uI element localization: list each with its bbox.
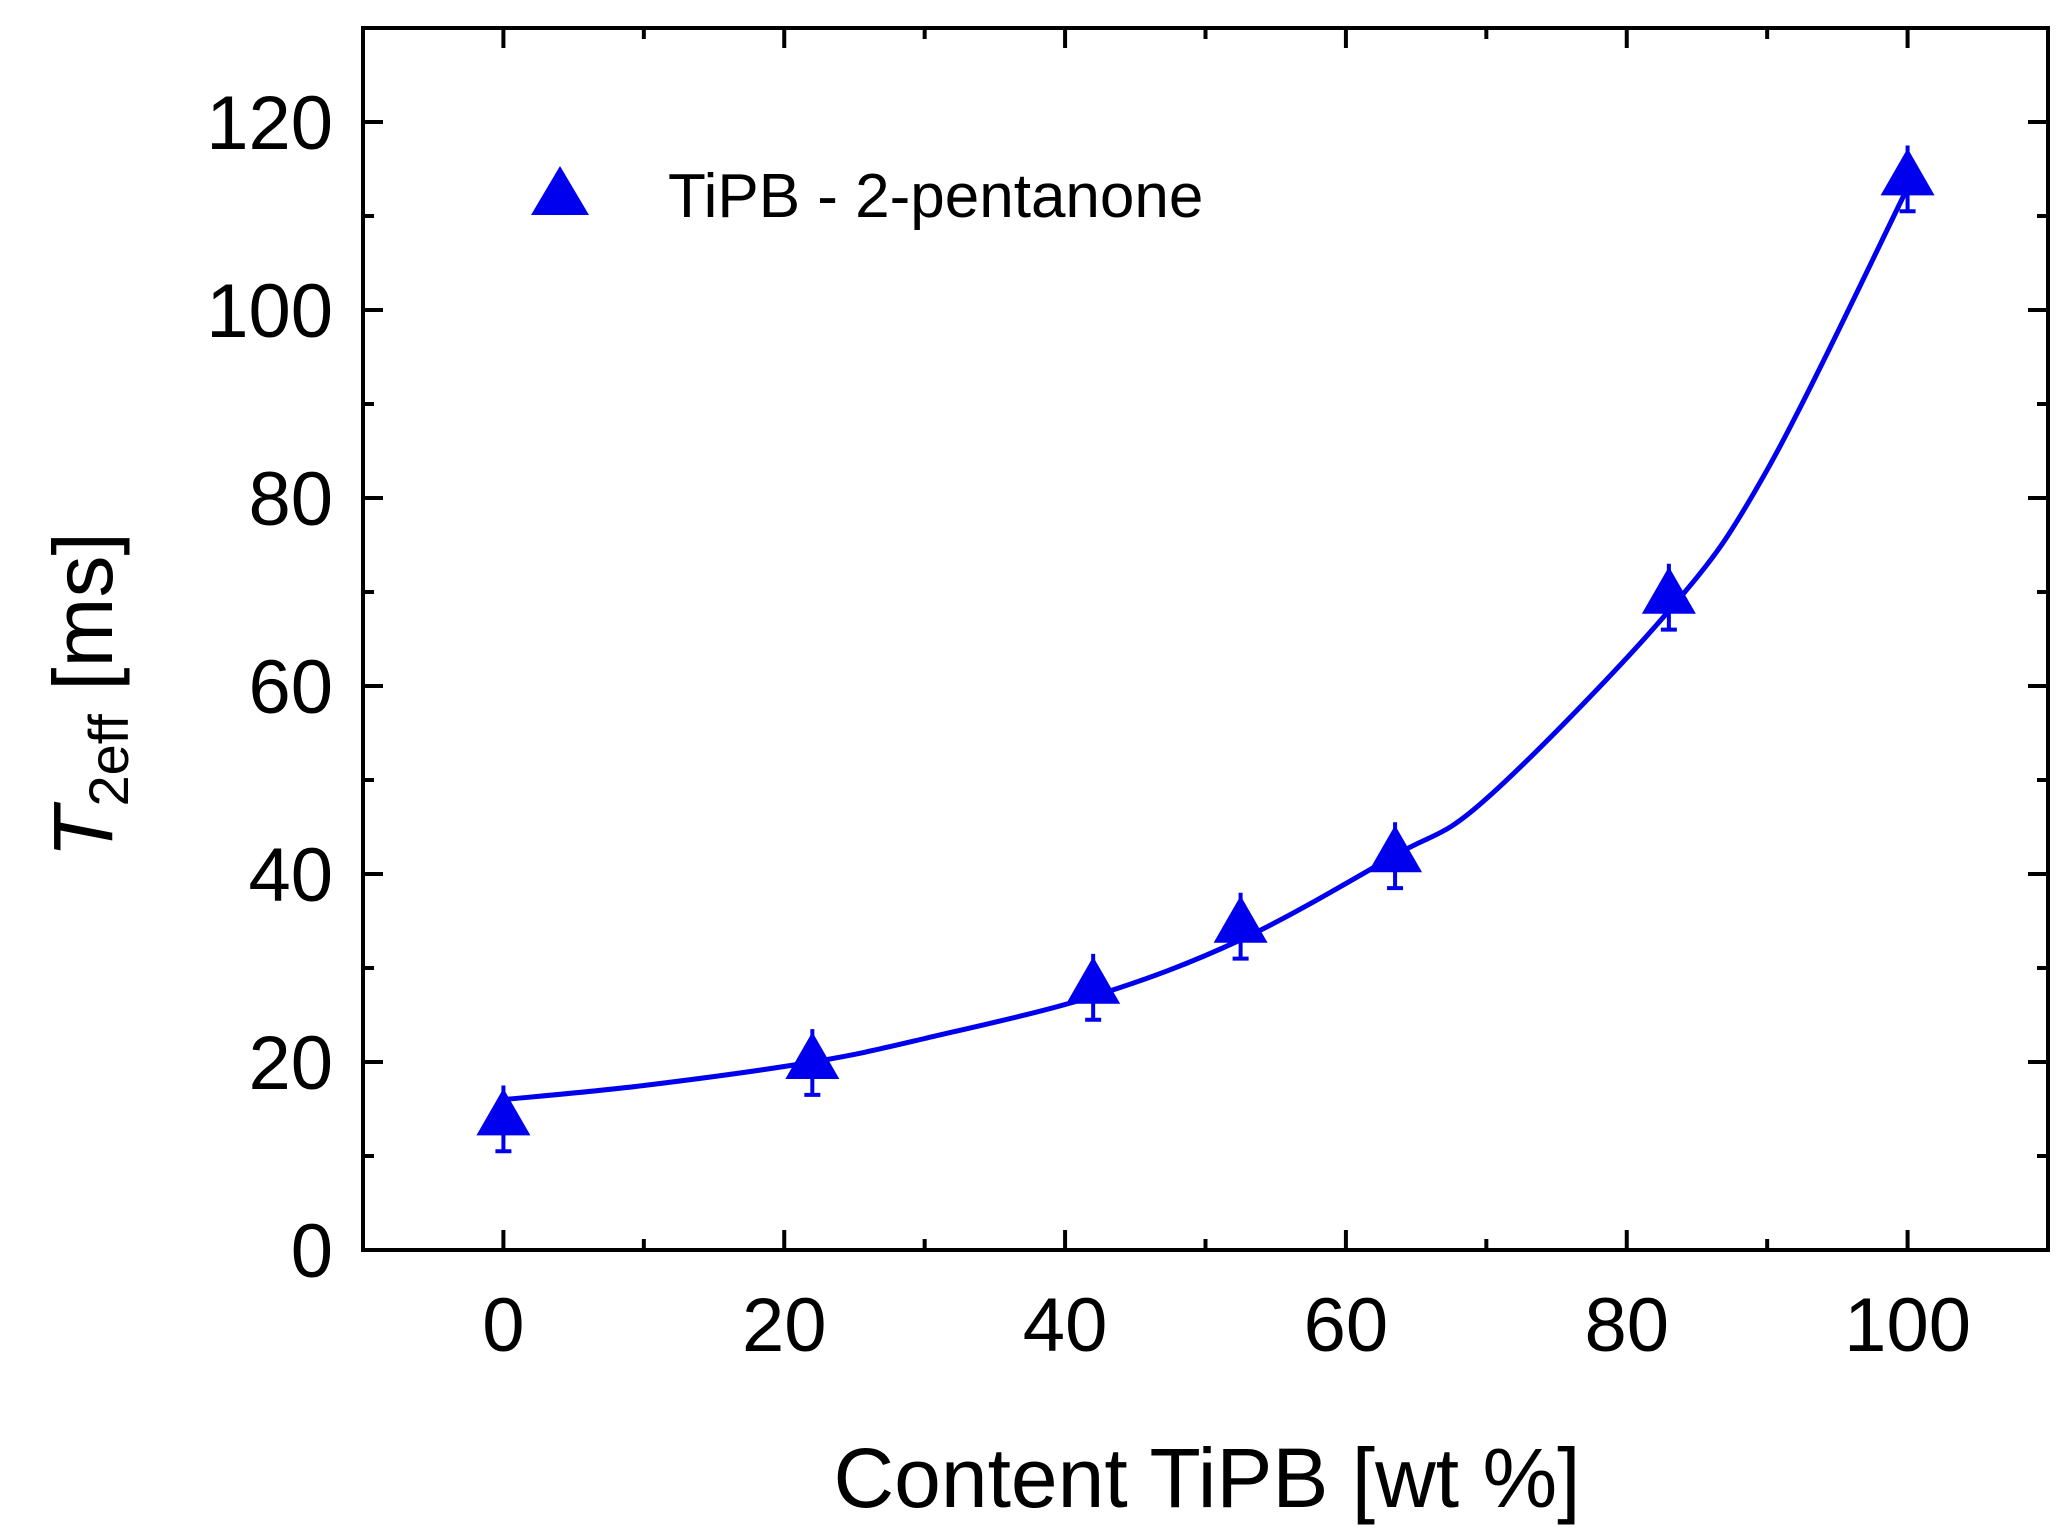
minor-ticks xyxy=(361,26,2050,1250)
y-tick-label: 0 xyxy=(291,1209,333,1294)
legend-label: TiPB - 2-pentanone xyxy=(668,162,1203,231)
legend-marker-triangle xyxy=(531,166,589,215)
y-tick-label: 40 xyxy=(248,833,333,918)
y-axis-title-unit: [ms] xyxy=(36,532,130,714)
data-point-triangle xyxy=(1213,895,1268,943)
fit-curve xyxy=(500,185,1911,1103)
data-point-triangle xyxy=(1066,956,1121,1004)
error-bars xyxy=(495,145,1916,1154)
plot-frame xyxy=(361,26,2050,1252)
data-point-triangle xyxy=(785,1032,840,1079)
x-tick-label: 80 xyxy=(1584,1283,1669,1368)
data-point-triangle xyxy=(1641,566,1696,614)
x-tick-labels: 0 20 40 60 80 100 xyxy=(482,1283,1971,1368)
y-axis-title: T2eff [ms] xyxy=(36,532,140,858)
y-tick-label: 100 xyxy=(206,269,333,354)
data-point-triangle xyxy=(476,1088,531,1136)
y-tick-labels: 0 20 40 60 80 100 120 xyxy=(206,81,333,1294)
x-tick-label: 40 xyxy=(1023,1283,1108,1368)
data-markers xyxy=(476,148,1935,1136)
x-axis-title: Content TiPB [wt %] xyxy=(834,1431,1581,1525)
x-tick-label: 0 xyxy=(482,1283,524,1368)
y-tick-label: 120 xyxy=(206,81,333,166)
y-tick-label: 60 xyxy=(248,645,333,730)
x-tick-label: 20 xyxy=(742,1283,827,1368)
y-axis-title-symbol: T xyxy=(36,801,130,858)
legend: TiPB - 2-pentanone xyxy=(531,162,1203,231)
x-tick-label: 100 xyxy=(1844,1283,1971,1368)
y-tick-label: 80 xyxy=(248,457,333,542)
x-tick-label: 60 xyxy=(1304,1283,1389,1368)
data-point-triangle xyxy=(1880,148,1935,196)
y-axis-title-subscript: 2eff xyxy=(77,714,140,807)
data-point-triangle xyxy=(1368,825,1423,873)
y-tick-label: 20 xyxy=(248,1021,333,1106)
major-ticks xyxy=(363,28,2048,1252)
